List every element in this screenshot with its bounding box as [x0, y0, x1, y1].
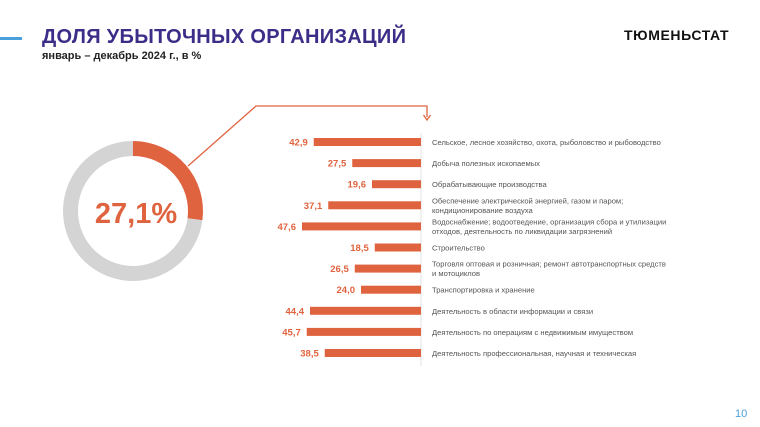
brand-logo: ТЮМЕНЬСТАТ: [624, 27, 730, 43]
bar-value-label: 42,9: [289, 138, 308, 149]
bar: [306, 327, 421, 336]
bar-value-label: 44,4: [286, 306, 305, 317]
bar: [310, 306, 421, 315]
bar: [374, 243, 421, 252]
bar-category-label: Торговля оптовая и розничная; ремонт авт…: [432, 260, 666, 269]
donut-slice-loss: [133, 141, 203, 221]
bar-value-label: 18,5: [350, 243, 369, 254]
bar-value-label: 38,5: [300, 349, 319, 360]
page-title: ДОЛЯ УБЫТОЧНЫХ ОРГАНИЗАЦИЙ: [42, 26, 407, 48]
bar: [328, 201, 421, 210]
bar: [313, 138, 421, 146]
page-subtitle: январь – декабрь 2024 г., в %: [42, 50, 202, 62]
bar-category-label: Добыча полезных ископаемых: [432, 159, 540, 168]
bar: [361, 285, 421, 294]
bar-category-label: Деятельность профессиональная, научная и…: [432, 349, 636, 358]
page-number: 10: [735, 408, 748, 420]
bar: [352, 159, 421, 168]
bar-category-label: и мотоциклов: [432, 269, 480, 278]
connector-arrow: [422, 114, 432, 122]
bar-category-label: отходов, деятельность по ликвидации загр…: [432, 227, 612, 236]
bar-category-label: Транспортировка и хранение: [432, 286, 535, 295]
bar-category-label: Деятельность по операциям с недвижимым и…: [432, 328, 633, 337]
bar-value-label: 26,5: [330, 264, 349, 275]
bar: [372, 180, 421, 189]
bar-category-label: Обрабатывающие производства: [432, 180, 548, 189]
bar-value-label: 19,6: [348, 180, 367, 191]
bar-value-label: 24,0: [337, 285, 356, 296]
connector-line: [187, 105, 428, 167]
bar-value-label: 45,7: [282, 327, 301, 338]
bar-category-label: кондиционирование воздуха: [432, 206, 533, 215]
bar: [354, 264, 421, 273]
bar-value-label: 27,5: [328, 159, 347, 170]
bar-category-label: Деятельность в области информации и связ…: [432, 307, 593, 316]
bar: [302, 222, 421, 231]
donut-center-label: 27,1%: [95, 198, 177, 230]
bar-value-label: 37,1: [304, 201, 323, 212]
bar-category-label: Строительство: [432, 244, 485, 253]
bar-value-label: 47,6: [278, 222, 297, 233]
accent-bar: [0, 37, 22, 40]
bar: [324, 349, 421, 357]
bar-category-label: Сельское, лесное хозяйство, охота, рыбол…: [432, 138, 661, 147]
bar-category-label: Водоснабжение; водоотведение, организаци…: [432, 217, 666, 226]
bar-category-label: Обеспечение электрической энергией, газо…: [432, 196, 623, 205]
